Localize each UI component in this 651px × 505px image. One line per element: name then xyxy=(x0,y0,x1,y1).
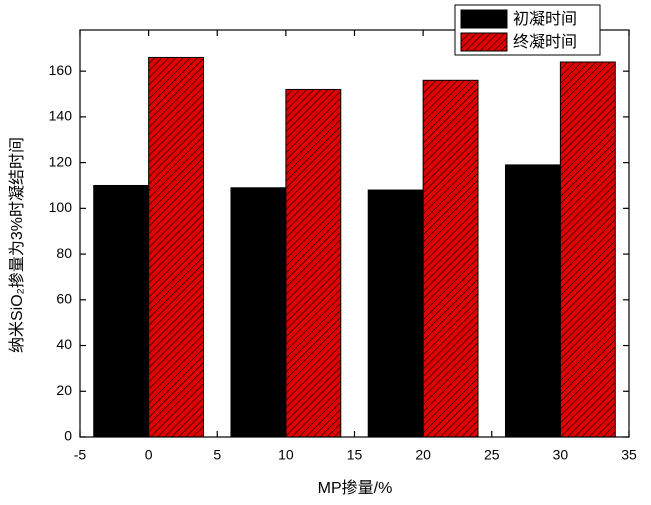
bar xyxy=(230,187,287,438)
y-tick-label: 100 xyxy=(49,199,73,215)
bar xyxy=(148,56,205,438)
x-tick-label: 25 xyxy=(484,447,500,463)
bar xyxy=(422,79,479,438)
bar xyxy=(285,88,342,438)
x-tick-label: -5 xyxy=(74,447,87,463)
x-tick-label: 10 xyxy=(278,447,294,463)
y-tick-label: 40 xyxy=(56,336,72,352)
y-tick-label: 160 xyxy=(49,62,73,78)
x-axis-label: MP掺量/% xyxy=(318,479,393,497)
bar xyxy=(504,164,561,438)
legend-label: 终凝时间 xyxy=(513,33,577,51)
bar xyxy=(559,61,616,438)
y-axis-label: 纳米SiO₂掺量为3%时凝结时间 xyxy=(8,137,26,353)
bar xyxy=(367,189,424,438)
legend-swatch xyxy=(460,32,508,52)
x-tick-label: 0 xyxy=(145,447,153,463)
y-tick-label: 20 xyxy=(56,382,72,398)
bar xyxy=(93,184,150,438)
y-tick-label: 80 xyxy=(56,245,72,261)
x-tick-label: 5 xyxy=(213,447,221,463)
y-tick-label: 140 xyxy=(49,108,73,124)
legend-swatch xyxy=(460,9,508,29)
y-tick-label: 120 xyxy=(49,153,73,169)
plot: -5 0 5 10 15 20 25 30 35020406080100120140160初凝时… xyxy=(49,4,637,463)
x-tick-label: 15 xyxy=(347,447,363,463)
x-tick-label: 20 xyxy=(415,447,431,463)
legend-label: 初凝时间 xyxy=(513,10,577,28)
x-tick-label: 30 xyxy=(553,447,569,463)
y-tick-label: 0 xyxy=(64,428,72,444)
y-tick-label: 60 xyxy=(56,291,72,307)
x-tick-label: 35 xyxy=(621,447,637,463)
